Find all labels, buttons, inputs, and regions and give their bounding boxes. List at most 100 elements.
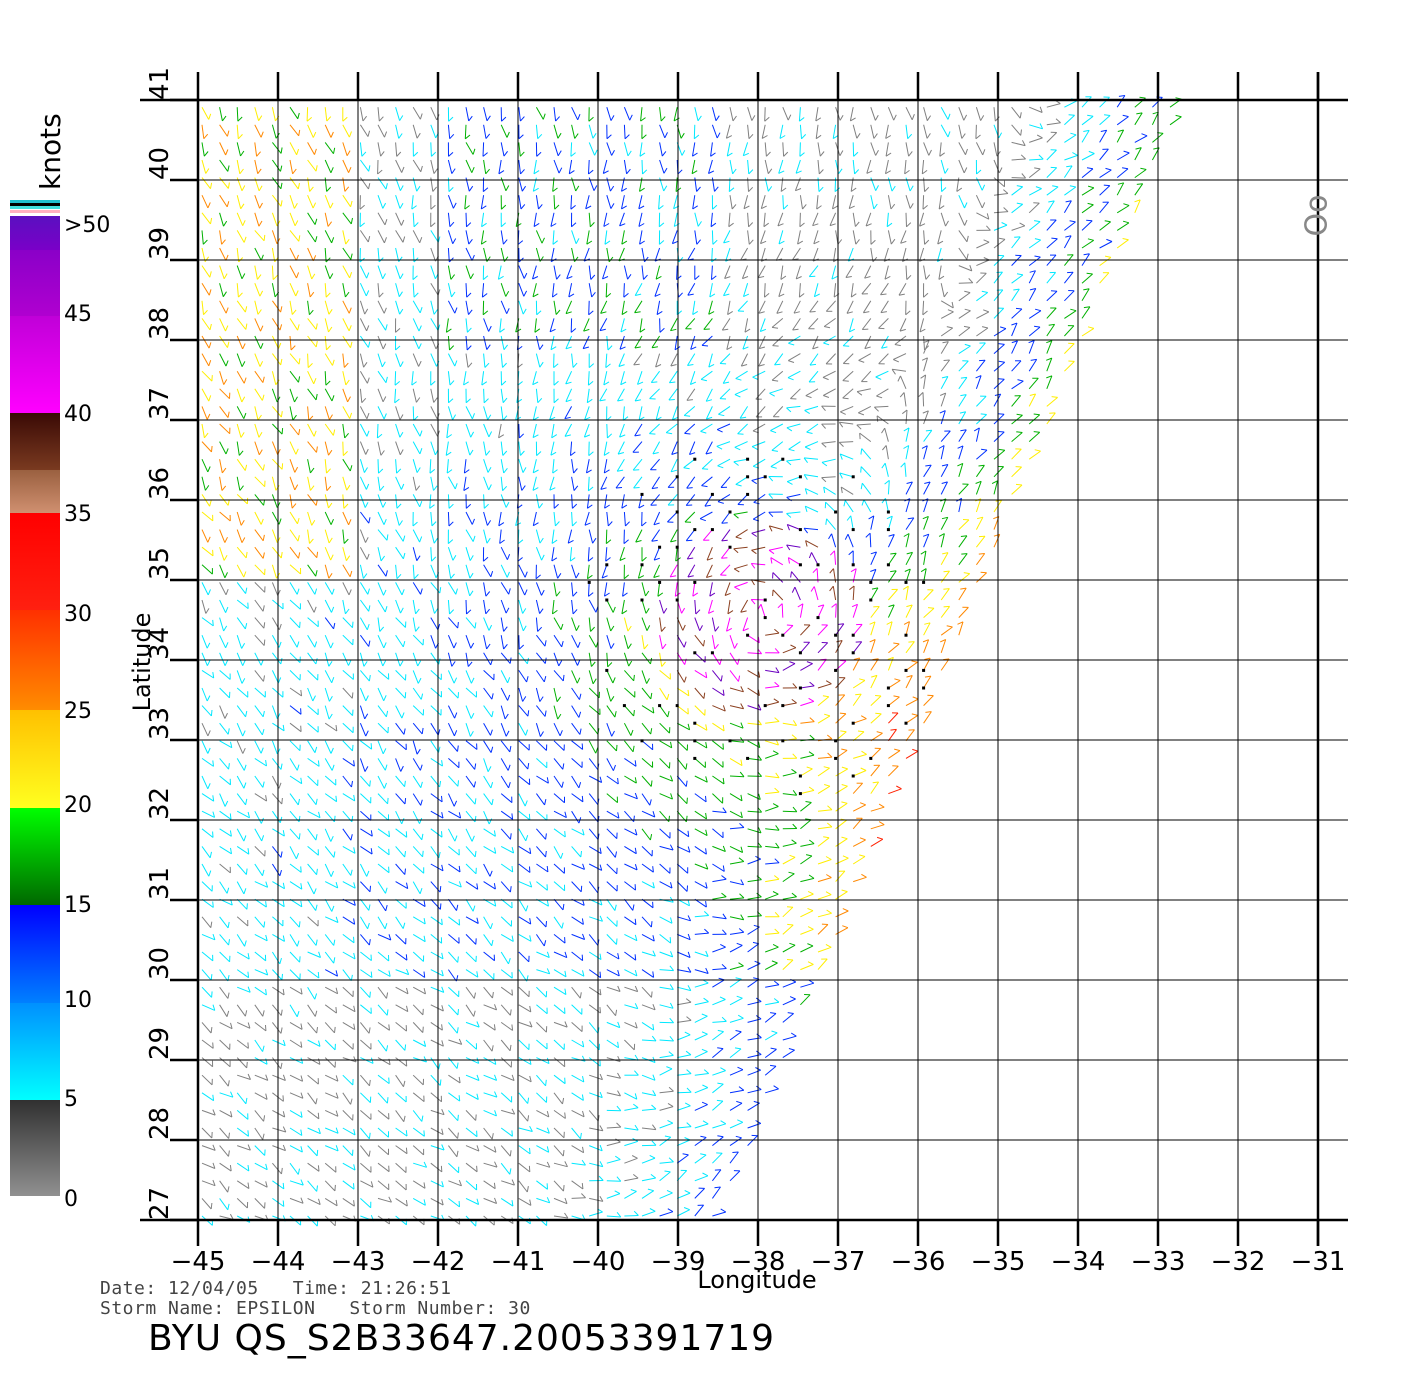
wind-vector	[569, 547, 573, 562]
wind-barb	[920, 374, 926, 379]
wind-barb	[646, 625, 651, 631]
wind-vector	[430, 986, 444, 993]
wind-barb	[587, 557, 594, 562]
wind-vector	[395, 1057, 408, 1067]
wind-vector	[659, 705, 669, 718]
rain-flag	[693, 739, 697, 743]
wind-barb	[402, 640, 406, 648]
wind-vector	[498, 511, 502, 526]
wind-vector	[870, 675, 878, 689]
wind-barb	[708, 311, 715, 315]
wind-vector	[500, 617, 505, 632]
wind-vector	[729, 635, 735, 649]
wind-vector	[958, 498, 963, 513]
wind-barb	[770, 466, 777, 469]
wind-barb	[702, 468, 709, 470]
wind-barb	[491, 939, 494, 946]
wind-vector	[958, 587, 967, 601]
wind-vector	[752, 423, 766, 432]
wind-barb	[722, 929, 727, 935]
wind-vector	[342, 441, 344, 456]
wind-barb	[239, 485, 244, 491]
wind-vector	[465, 969, 479, 978]
wind-vector	[729, 1089, 744, 1094]
wind-vector	[993, 413, 1005, 425]
wind-vector	[307, 617, 319, 628]
wind-vector	[236, 212, 244, 226]
wind-vector	[430, 599, 435, 614]
wind-barb	[577, 659, 581, 666]
wind-vector	[624, 1092, 638, 1100]
wind-barb	[466, 609, 472, 615]
wind-barb	[687, 575, 694, 578]
wind-vector	[1011, 308, 1023, 319]
wind-vector	[448, 758, 460, 769]
wind-vector	[624, 1039, 635, 1051]
wind-vector	[201, 881, 213, 892]
wind-barb	[225, 307, 229, 314]
wind-vector	[500, 951, 509, 965]
wind-vector	[324, 881, 338, 889]
wind-barb	[898, 293, 905, 296]
wind-vector	[324, 1039, 336, 1051]
wind-vector	[765, 791, 780, 795]
wind-vector	[465, 265, 472, 279]
wind-barb	[474, 850, 477, 857]
wind-vector	[788, 353, 801, 362]
wind-vector	[571, 933, 585, 940]
wind-vector	[1081, 220, 1093, 231]
wind-vector	[782, 1013, 794, 1023]
wind-vector	[888, 712, 899, 724]
wind-barb	[572, 503, 578, 509]
wind-vector	[923, 534, 930, 548]
wind-barb	[726, 627, 733, 632]
wind-vector	[518, 1180, 528, 1193]
wind-vector	[377, 670, 390, 680]
wind-barb	[294, 466, 299, 473]
wind-vector	[518, 705, 529, 717]
wind-barb	[617, 1090, 621, 1097]
wind-vector	[800, 641, 810, 654]
wind-vector	[778, 283, 784, 297]
wind-vector	[236, 793, 247, 806]
wind-vector	[710, 212, 713, 227]
rain-flag	[693, 651, 697, 655]
wind-vector	[856, 423, 871, 426]
wind-barb	[328, 502, 333, 509]
wind-vector	[564, 406, 573, 419]
wind-barb	[923, 292, 929, 298]
wind-barb	[903, 533, 910, 537]
wind-vector	[500, 247, 505, 262]
wind-barb	[981, 448, 988, 451]
wind-vector	[219, 828, 232, 837]
wind-vector	[412, 212, 415, 227]
wind-vector	[641, 775, 652, 787]
rain-flag	[816, 563, 820, 567]
wind-barb	[840, 730, 847, 733]
wind-vector	[687, 353, 696, 366]
wind-vector	[800, 789, 815, 795]
wind-vector	[395, 617, 406, 628]
wind-barb	[545, 833, 547, 840]
wind-barb	[683, 1207, 690, 1211]
wind-barb	[507, 677, 511, 684]
wind-vector	[940, 481, 948, 495]
wind-vector	[765, 932, 780, 935]
wind-barb	[351, 780, 353, 788]
wind-barb	[423, 1182, 426, 1189]
wind-barb	[544, 710, 547, 717]
wind-vector	[324, 898, 333, 912]
wind-barb	[605, 539, 612, 544]
wind-vector	[395, 459, 398, 474]
wind-vector	[606, 793, 618, 803]
wind-vector	[852, 585, 855, 601]
wind-barb	[740, 686, 744, 693]
wind-vector	[254, 1074, 268, 1081]
wind-barb	[903, 427, 910, 432]
wind-barb	[652, 1004, 656, 1010]
wind-barb	[925, 274, 931, 280]
wind-vector	[677, 1192, 691, 1199]
wind-barb	[667, 1102, 674, 1108]
wind-vector	[829, 212, 837, 226]
wind-vector	[765, 806, 779, 812]
